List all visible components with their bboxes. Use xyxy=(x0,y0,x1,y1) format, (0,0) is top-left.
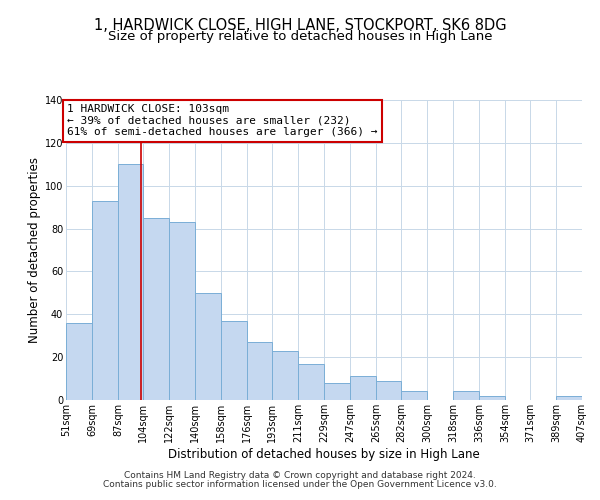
Bar xyxy=(118,164,143,400)
Bar xyxy=(195,293,221,400)
Bar xyxy=(479,396,505,400)
Bar xyxy=(92,200,118,400)
Bar xyxy=(401,392,427,400)
Text: 1 HARDWICK CLOSE: 103sqm
← 39% of detached houses are smaller (232)
61% of semi-: 1 HARDWICK CLOSE: 103sqm ← 39% of detach… xyxy=(67,104,378,138)
Bar xyxy=(272,350,298,400)
Bar xyxy=(66,323,92,400)
Bar xyxy=(324,383,350,400)
Bar xyxy=(221,320,247,400)
Bar xyxy=(556,396,582,400)
Bar xyxy=(376,380,401,400)
Bar xyxy=(247,342,272,400)
X-axis label: Distribution of detached houses by size in High Lane: Distribution of detached houses by size … xyxy=(168,448,480,460)
Bar xyxy=(350,376,376,400)
Y-axis label: Number of detached properties: Number of detached properties xyxy=(28,157,41,343)
Text: Contains HM Land Registry data © Crown copyright and database right 2024.: Contains HM Land Registry data © Crown c… xyxy=(124,471,476,480)
Bar xyxy=(453,392,479,400)
Text: Contains public sector information licensed under the Open Government Licence v3: Contains public sector information licen… xyxy=(103,480,497,489)
Bar xyxy=(298,364,324,400)
Text: Size of property relative to detached houses in High Lane: Size of property relative to detached ho… xyxy=(108,30,492,43)
Bar xyxy=(169,222,195,400)
Text: 1, HARDWICK CLOSE, HIGH LANE, STOCKPORT, SK6 8DG: 1, HARDWICK CLOSE, HIGH LANE, STOCKPORT,… xyxy=(94,18,506,32)
Bar xyxy=(143,218,169,400)
